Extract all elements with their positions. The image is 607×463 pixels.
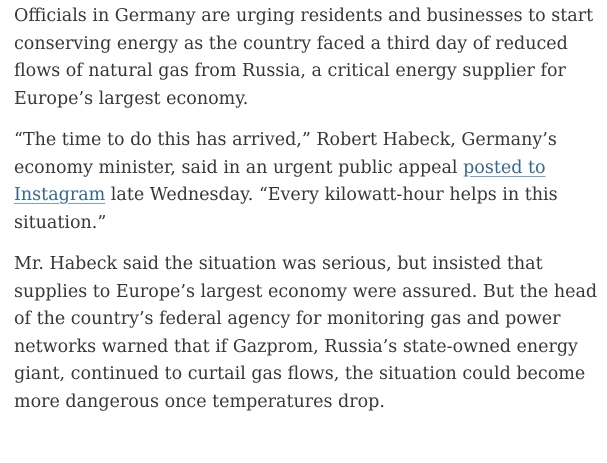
paragraph-1: Officials in Germany are urging resident… <box>14 6 594 109</box>
article-body: Officials in Germany are urging resident… <box>14 3 602 430</box>
paragraph-2-text-after-link: late Wednesday. “Every kilowatt-hour hel… <box>14 185 558 233</box>
instagram-link[interactable]: posted to Instagram <box>14 157 546 206</box>
paragraph-2-text-before-link: “The time to do this has arrived,” Rober… <box>14 130 557 178</box>
paragraph-3: Mr. Habeck said the situation was seriou… <box>14 254 598 412</box>
paragraph-2: “The time to do this has arrived,” Rober… <box>14 127 602 237</box>
